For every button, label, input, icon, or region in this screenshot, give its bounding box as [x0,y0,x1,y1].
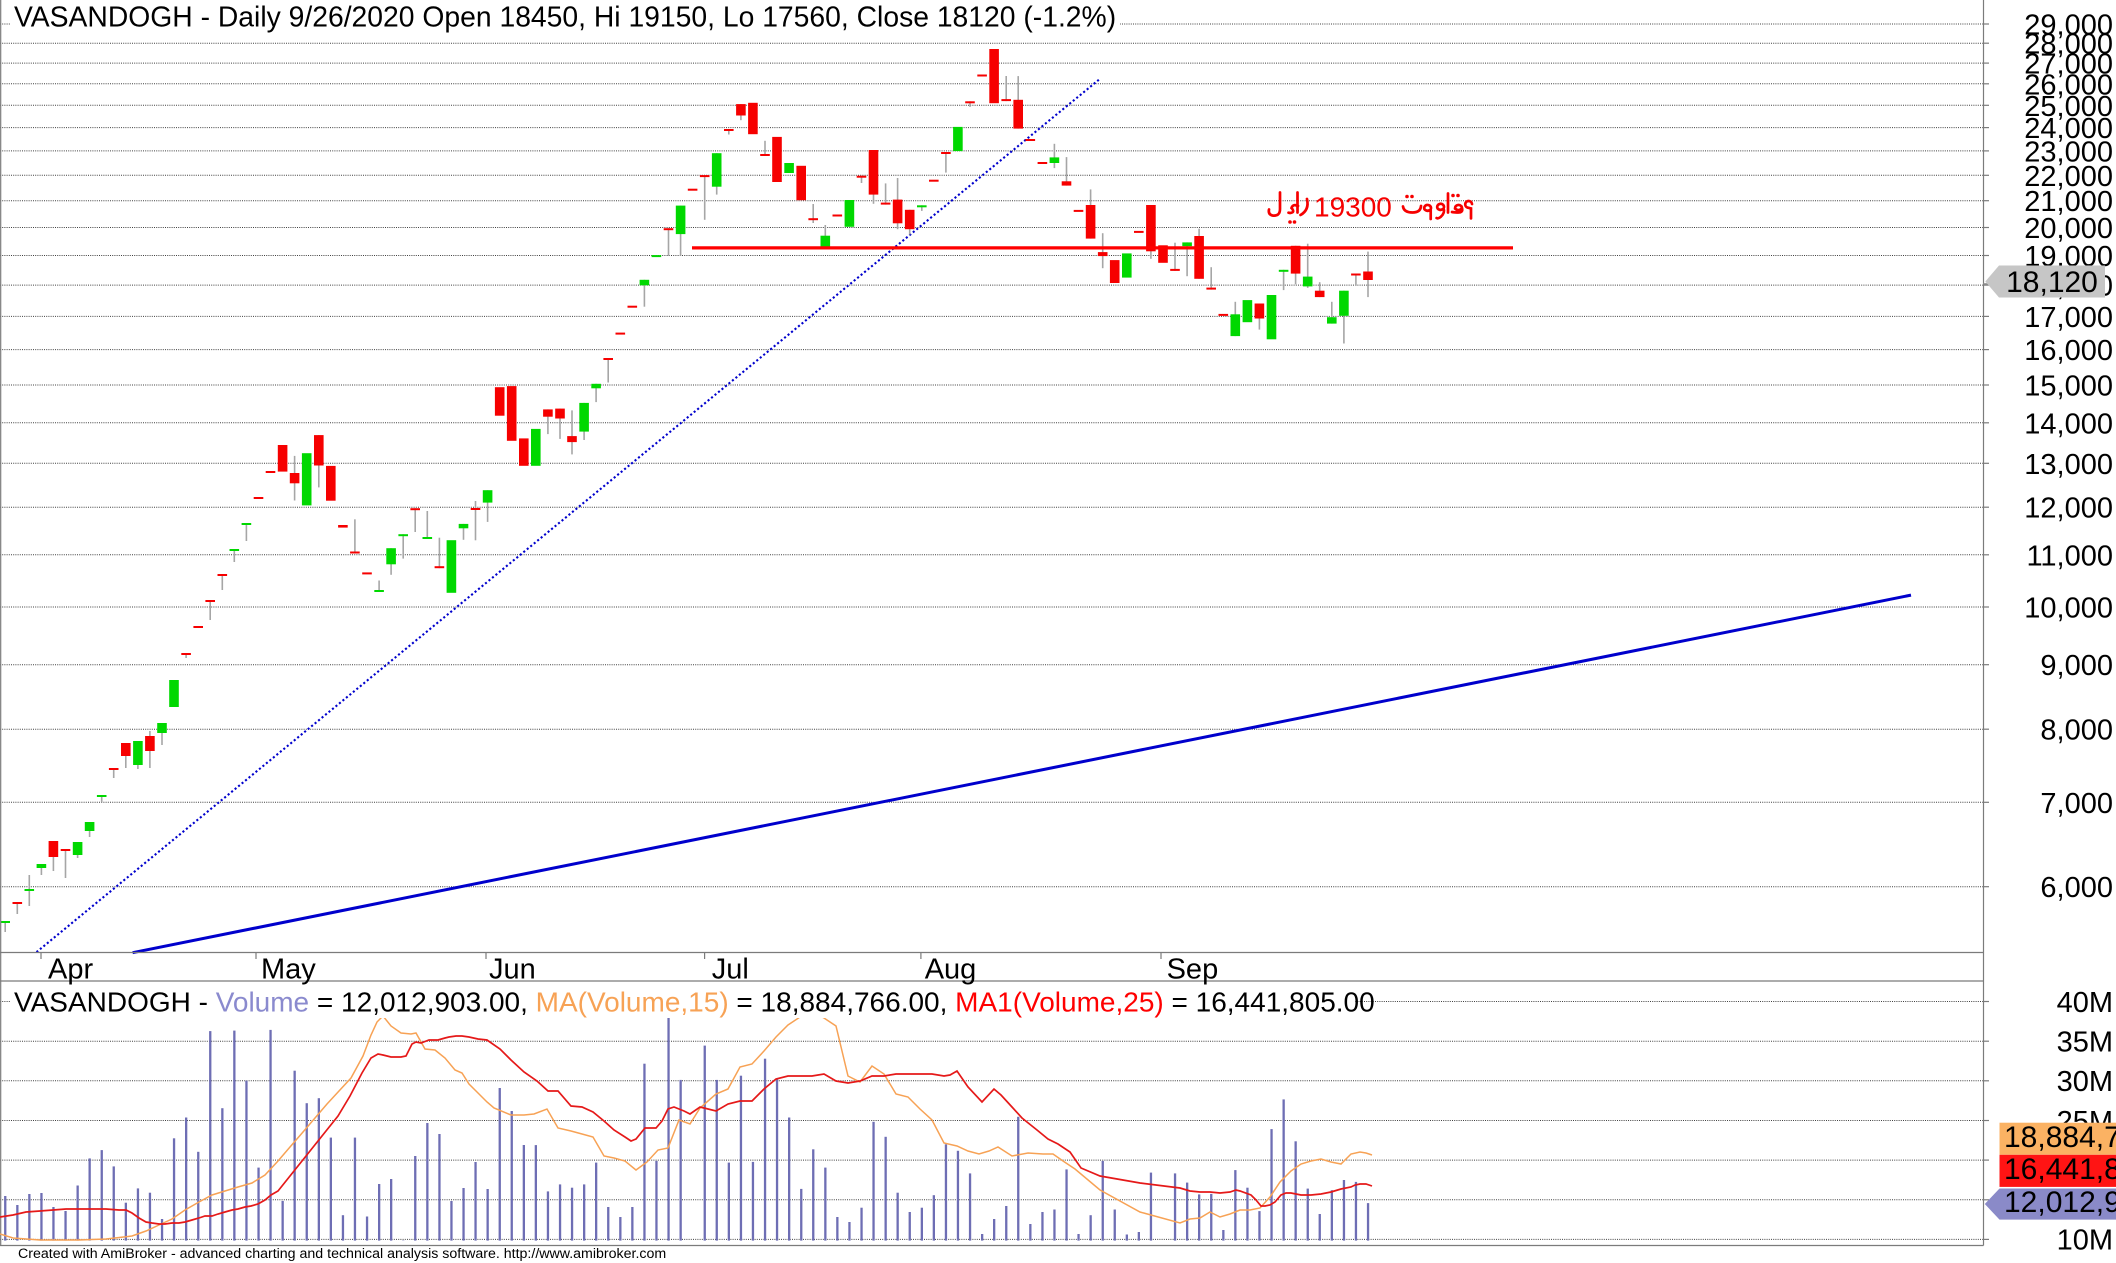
svg-text:May: May [261,954,316,986]
svg-text:17,000: 17,000 [2024,302,2113,334]
svg-text:16,441,86: 16,441,86 [2004,1153,2116,1186]
svg-text:11,000: 11,000 [2026,540,2113,572]
svg-text:10M: 10M [2057,1225,2113,1257]
svg-text:35M: 35M [2057,1027,2113,1059]
svg-text:VASANDOGH - Daily 9/26/2020 Op: VASANDOGH - Daily 9/26/2020 Open 18450, … [14,1,1116,33]
svg-text:20,000: 20,000 [2024,213,2113,245]
svg-text:29,000: 29,000 [2024,10,2113,42]
svg-text:15,000: 15,000 [2024,371,2113,403]
svg-text:24,000: 24,000 [2024,113,2113,145]
svg-text:Jul: Jul [712,954,749,986]
svg-text:14,000: 14,000 [2024,408,2113,440]
svg-text:Aug: Aug [925,954,977,986]
svg-text:23,000: 23,000 [2024,136,2113,168]
svg-text:21,000: 21,000 [2024,186,2113,218]
svg-text:Created with AmiBroker - advan: Created with AmiBroker - advanced charti… [18,1246,666,1262]
svg-text:27,000: 27,000 [2024,49,2113,81]
svg-text:9,000: 9,000 [2040,650,2113,682]
svg-text:30M: 30M [2057,1066,2113,1098]
svg-text:19300: 19300 [1314,192,1392,223]
svg-text:Jun: Jun [489,954,536,986]
svg-text:12,012,90: 12,012,90 [2004,1186,2116,1219]
svg-text:18,884,76: 18,884,76 [2004,1121,2116,1154]
svg-text:28,000: 28,000 [2024,29,2113,61]
svg-text:VASANDOGH - Volume = 12,012,90: VASANDOGH - Volume = 12,012,903.00, MA(V… [14,987,1375,1018]
svg-text:18,120: 18,120 [2006,266,2098,299]
svg-text:6,000: 6,000 [2040,872,2113,904]
svg-text:7,000: 7,000 [2040,788,2113,820]
svg-text:25,000: 25,000 [2024,91,2113,123]
svg-text:26,000: 26,000 [2024,69,2113,101]
svg-text:10,000: 10,000 [2024,593,2113,625]
svg-text:13,000: 13,000 [2024,449,2113,481]
svg-text:Apr: Apr [48,954,93,986]
svg-text:16,000: 16,000 [2024,335,2113,367]
svg-text:12,000: 12,000 [2024,493,2113,525]
svg-text:22,000: 22,000 [2024,161,2113,193]
svg-text:8,000: 8,000 [2040,715,2113,747]
svg-text:Sep: Sep [1167,954,1219,986]
svg-text:40M: 40M [2057,987,2113,1019]
